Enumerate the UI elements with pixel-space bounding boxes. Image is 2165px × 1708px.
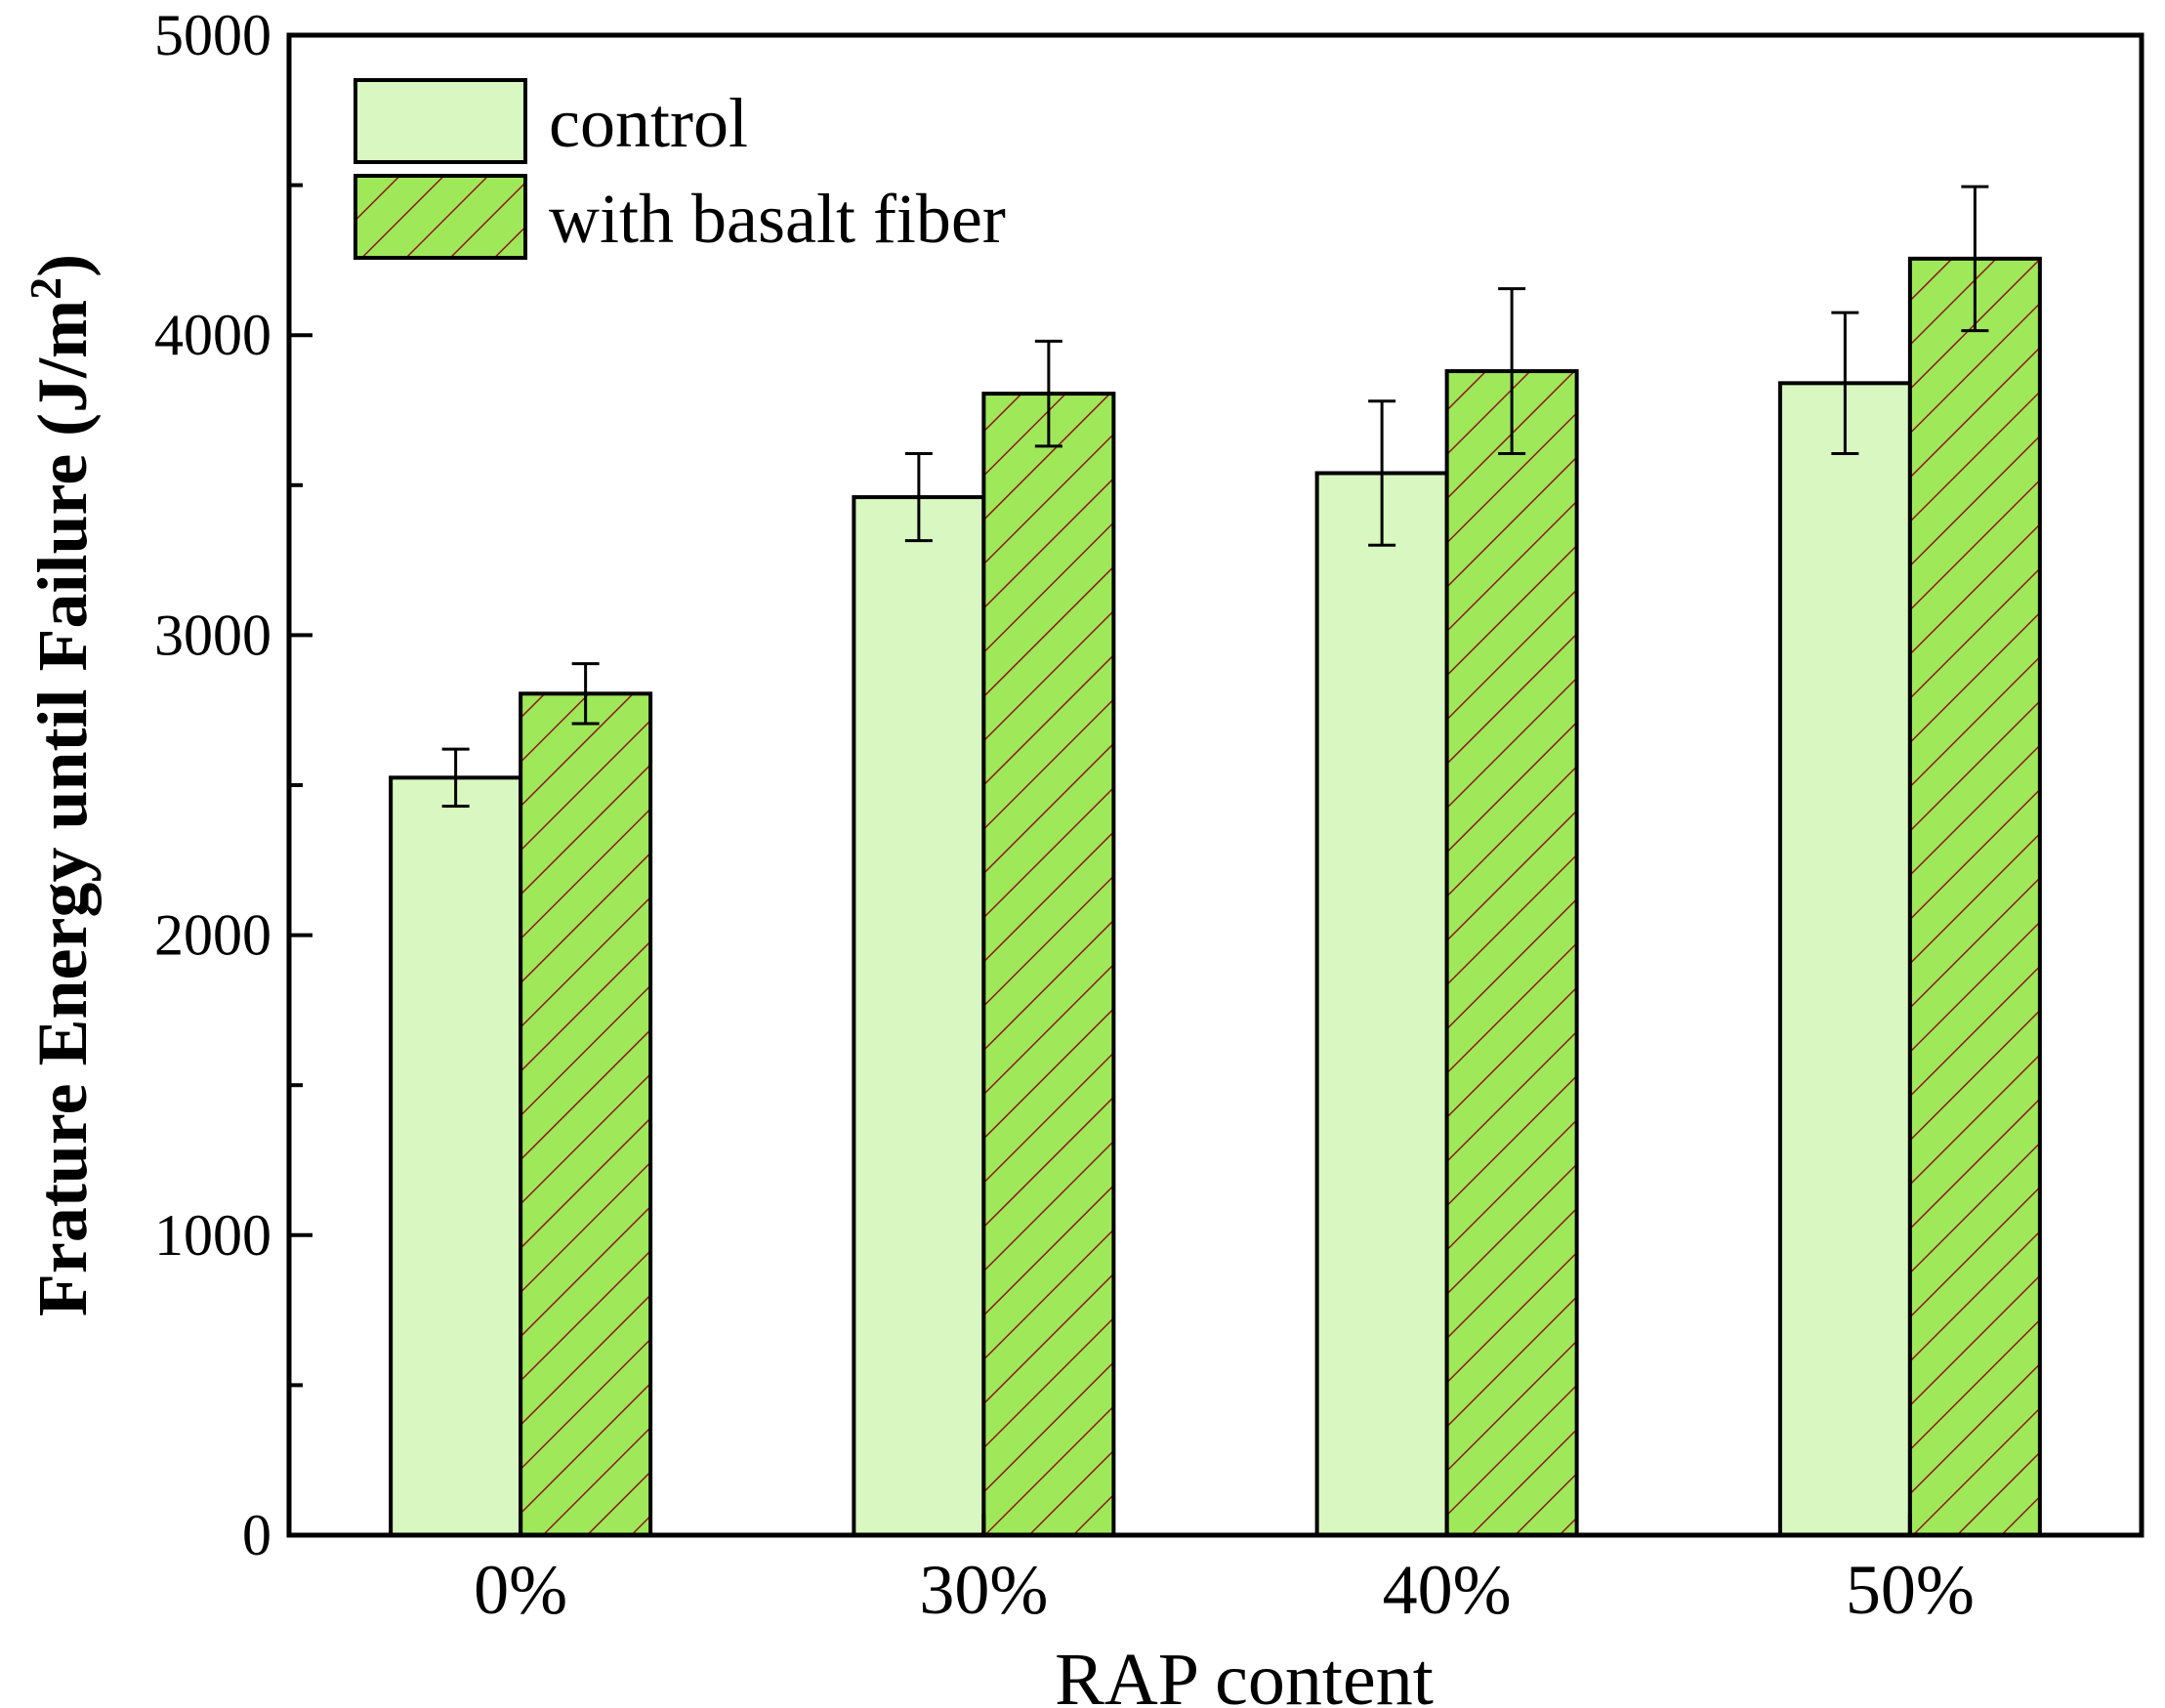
x-tick-label: 30% (919, 1551, 1048, 1629)
legend-label-basalt-fiber: with basalt fiber (549, 180, 1006, 258)
x-tick-label: 0% (474, 1551, 567, 1629)
bars-layer (389, 256, 2042, 1538)
legend-swatch-control (354, 78, 527, 164)
bar-basalt-fiber-3 (1907, 256, 2042, 1537)
y-tick-label: 0 (242, 1503, 271, 1567)
bar-basalt-fiber-1 (981, 392, 1116, 1537)
y-tick-label: 5000 (154, 3, 271, 67)
y-tick-label: 2000 (154, 903, 271, 968)
legend-swatch-basalt-fiber (354, 174, 527, 260)
x-axis-title: RAP content (1055, 1639, 1434, 1708)
y-axis-title-close: ) (23, 254, 102, 277)
x-tick-label: 50% (1846, 1551, 1975, 1629)
y-axis-title: Frature Energy until Failure (J/m2) (21, 254, 102, 1316)
y-axis-title-superscript: 2 (21, 277, 70, 300)
y-tick-label: 3000 (154, 603, 271, 667)
bar-basalt-fiber-2 (1444, 369, 1579, 1538)
y-axis: 0 1000 2000 3000 4000 5000 (154, 3, 312, 1567)
y-tick-label: 4000 (154, 303, 271, 367)
y-tick-label: 1000 (154, 1203, 271, 1268)
bar-control-1 (852, 495, 986, 1537)
bar-control-2 (1314, 471, 1449, 1538)
x-axis: 0% 30% 40% 50% (474, 1514, 1975, 1629)
legend: control with basalt fiber (354, 78, 1006, 260)
bar-control-3 (1777, 381, 1912, 1537)
error-bars-layer (441, 185, 1989, 809)
x-tick-label: 40% (1383, 1551, 1512, 1629)
legend-label-control: control (549, 84, 748, 162)
bar-control-0 (389, 775, 523, 1537)
bar-basalt-fiber-0 (519, 691, 653, 1537)
